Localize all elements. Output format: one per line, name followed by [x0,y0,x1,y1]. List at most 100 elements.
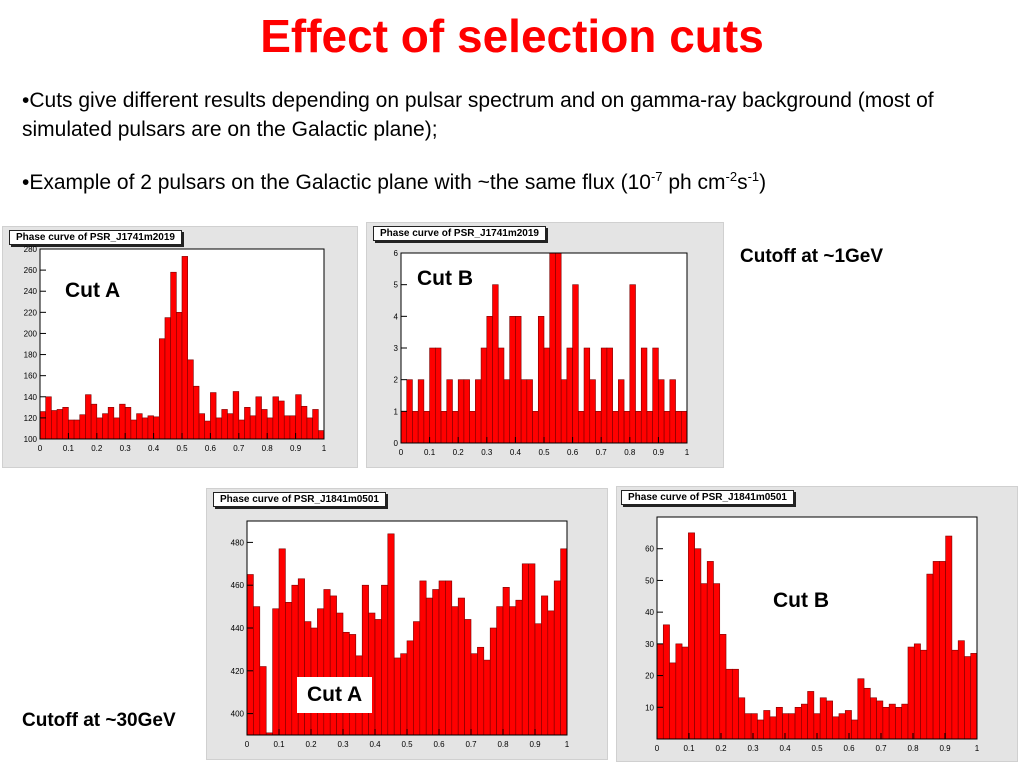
slide-title: Effect of selection cuts [260,10,764,62]
histogram-bar [932,561,940,740]
histogram-bar [285,602,293,736]
histogram-bar [537,316,545,444]
y-tick-label: 2 [394,376,399,385]
histogram-bar [96,417,103,440]
histogram-bar [393,657,401,736]
histogram-bar [646,411,653,444]
y-tick-label: 420 [231,667,245,676]
histogram-bar [141,417,149,440]
y-tick-label: 220 [24,308,38,317]
histogram-bar [210,392,217,440]
histogram-bar [419,580,427,736]
x-tick-label: 0.3 [747,744,759,753]
histogram-bar [520,379,528,444]
cut-b-label: Cut B [407,261,483,297]
histogram-bar [496,606,504,736]
histogram-bar [819,697,827,740]
panel-title: Phase curve of PSR_J1841m0501 [213,492,386,507]
histogram-bar [400,653,408,736]
x-tick-label: 0.3 [120,444,132,453]
histogram-bar [635,411,642,444]
histogram-bar [289,415,296,440]
histogram-bar [560,548,568,736]
flux-exponent: -7 [650,169,663,184]
y-tick-label: 440 [231,624,245,633]
histogram-bar [706,561,714,740]
panel-title: Phase curve of PSR_J1741m2019 [373,226,546,241]
y-tick-label: 200 [24,329,38,338]
histogram-bar [700,583,708,740]
histogram-bar [429,347,436,444]
x-tick-label: 0.2 [715,744,727,753]
histogram-bar [113,417,120,440]
histogram-bar [857,678,865,740]
histogram-bar [669,662,677,740]
y-tick-label: 280 [24,245,38,254]
histogram-bar [187,359,194,440]
histogram-bar [731,668,739,740]
histogram-bar [578,411,585,444]
panel-title: Phase curve of PSR_J1841m0501 [621,490,794,505]
y-tick-label: 3 [394,344,399,353]
histogram-bar [775,706,783,740]
phase-histogram-chart: 0 1 2 3 4 5 6 0 0.1 0.2 0.3 0.4 0.5 0.6 0.7 0.8 0.9 1 [394,249,690,457]
y-tick-label: 10 [645,703,654,712]
histogram-bar [438,580,446,736]
histogram-bar [295,394,302,440]
histogram-bar [413,621,421,736]
phase-histogram-chart: 10 20 30 40 50 60 0 0.1 0.2 0.3 0.4 0.5 0.6 0.7 0.8 0.9… [645,516,980,753]
histogram-bar [497,347,505,444]
y-tick-label: 50 [645,576,654,585]
histogram-bar [832,716,840,740]
histogram-bar [572,284,579,444]
histogram-bar [612,411,619,444]
histogram-bar [227,413,234,440]
y-tick-label: 140 [24,393,38,402]
x-tick-label: 0.6 [433,740,445,749]
y-tick-label: 60 [645,545,654,554]
x-tick-label: 0.2 [305,740,317,749]
histogram-bar [662,624,670,740]
x-tick-label: 0.4 [779,744,791,753]
histogram-bar [193,385,200,440]
histogram-bar [464,619,472,736]
histogram-bar [480,347,488,444]
histogram-bar [713,583,721,740]
closing-paren: ) [759,171,767,194]
bullet-cuts: •Cuts give different results depending o… [22,89,934,141]
histogram-bar [623,411,631,444]
histogram-bar [555,252,562,444]
histogram-bar [170,271,177,440]
histogram-bar [901,703,909,740]
histogram-bar [521,563,529,736]
panel-title: Phase curve of PSR_J1741m2019 [9,230,182,245]
histogram-bar [445,580,453,736]
histogram-bar [272,396,279,440]
y-tick-label: 160 [24,372,38,381]
histogram-bar [246,574,254,736]
histogram-bar [534,623,542,736]
x-tick-label: 0.6 [205,444,217,453]
histogram-bar [629,284,636,444]
histogram-bar [336,612,344,736]
histogram-bar [432,589,440,736]
histogram-bar [463,379,470,444]
phase-histogram-chart: 400 420 440 460 480 0 0.1 0.2 0.3 0.4 0.5 0.6 0.7 0.8… [231,520,570,749]
histogram-bar [719,634,727,740]
x-tick-label: 1 [975,744,980,753]
x-tick-label: 0.6 [567,448,579,457]
y-tick-label: 240 [24,287,38,296]
histogram-bar [266,417,274,440]
histogram-bar [515,599,523,736]
histogram-bar [863,687,871,740]
histogram-bar [801,703,808,740]
histogram-bar [920,649,928,740]
x-tick-label: 0.3 [481,448,493,457]
x-tick-label: 1 [685,448,690,457]
histogram-bar [317,608,325,736]
histogram-bar [39,411,46,440]
y-tick-label: 0 [394,439,399,448]
histogram-bar [595,411,602,444]
histogram-bar [102,413,109,440]
x-tick-label: 0.5 [811,744,823,753]
